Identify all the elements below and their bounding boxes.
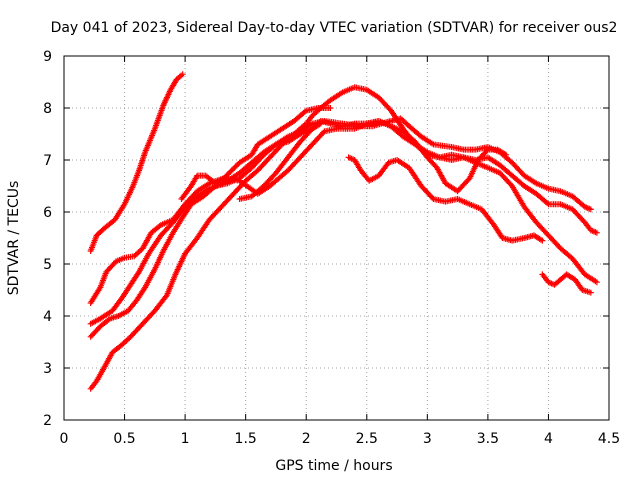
series-track-i xyxy=(539,271,594,296)
grid-lines xyxy=(64,56,609,420)
x-tick-label: 0.5 xyxy=(113,431,135,447)
y-tick-label: 4 xyxy=(43,309,52,325)
x-tick-label: 4 xyxy=(544,431,553,447)
series-track-f xyxy=(178,118,510,202)
data-point xyxy=(271,142,278,149)
series-track-h xyxy=(345,154,546,244)
x-tick-label: 1.5 xyxy=(235,431,257,447)
axis-ticks: 0 0.5 1 1.5 2 2.5 3 3.5 4 4.5 2 3 4 5 6 7 8 9 xyxy=(43,49,620,447)
data-point xyxy=(179,71,186,78)
series-track-a xyxy=(87,71,186,254)
data-point xyxy=(327,105,334,111)
y-tick-label: 3 xyxy=(43,361,52,377)
x-tick-label: 2.5 xyxy=(356,431,378,447)
data-point xyxy=(593,279,600,286)
data-point xyxy=(503,151,510,158)
x-tick-label: 0 xyxy=(60,431,69,447)
data-point xyxy=(544,200,551,207)
data-point xyxy=(587,206,594,213)
y-axis-label: SDTVAR / TECUs xyxy=(6,181,22,296)
data-point xyxy=(539,237,546,244)
x-tick-label: 2 xyxy=(302,431,311,447)
data-point xyxy=(156,223,163,230)
data-point xyxy=(301,108,308,115)
data-point xyxy=(317,120,324,127)
y-tick-label: 5 xyxy=(43,257,52,273)
data-point xyxy=(593,229,600,236)
x-tick-label: 1 xyxy=(181,431,190,447)
y-tick-label: 7 xyxy=(43,153,52,169)
data-point xyxy=(105,316,112,323)
y-tick-label: 6 xyxy=(43,205,52,221)
x-tick-label: 3.5 xyxy=(477,431,499,447)
y-tick-label: 9 xyxy=(43,49,52,65)
data-point xyxy=(587,289,594,296)
x-axis-label: GPS time / hours xyxy=(275,458,392,474)
plot-frame xyxy=(63,55,610,421)
data-point xyxy=(483,147,490,154)
y-tick-label: 2 xyxy=(43,413,52,429)
x-tick-label: 3 xyxy=(423,431,432,447)
chart-title: Day 041 of 2023, Sidereal Day-to-day VTE… xyxy=(51,20,618,36)
y-tick-label: 8 xyxy=(43,101,52,117)
x-tick-label: 4.5 xyxy=(598,431,620,447)
data-points xyxy=(87,71,600,392)
series-track-g xyxy=(236,120,324,202)
